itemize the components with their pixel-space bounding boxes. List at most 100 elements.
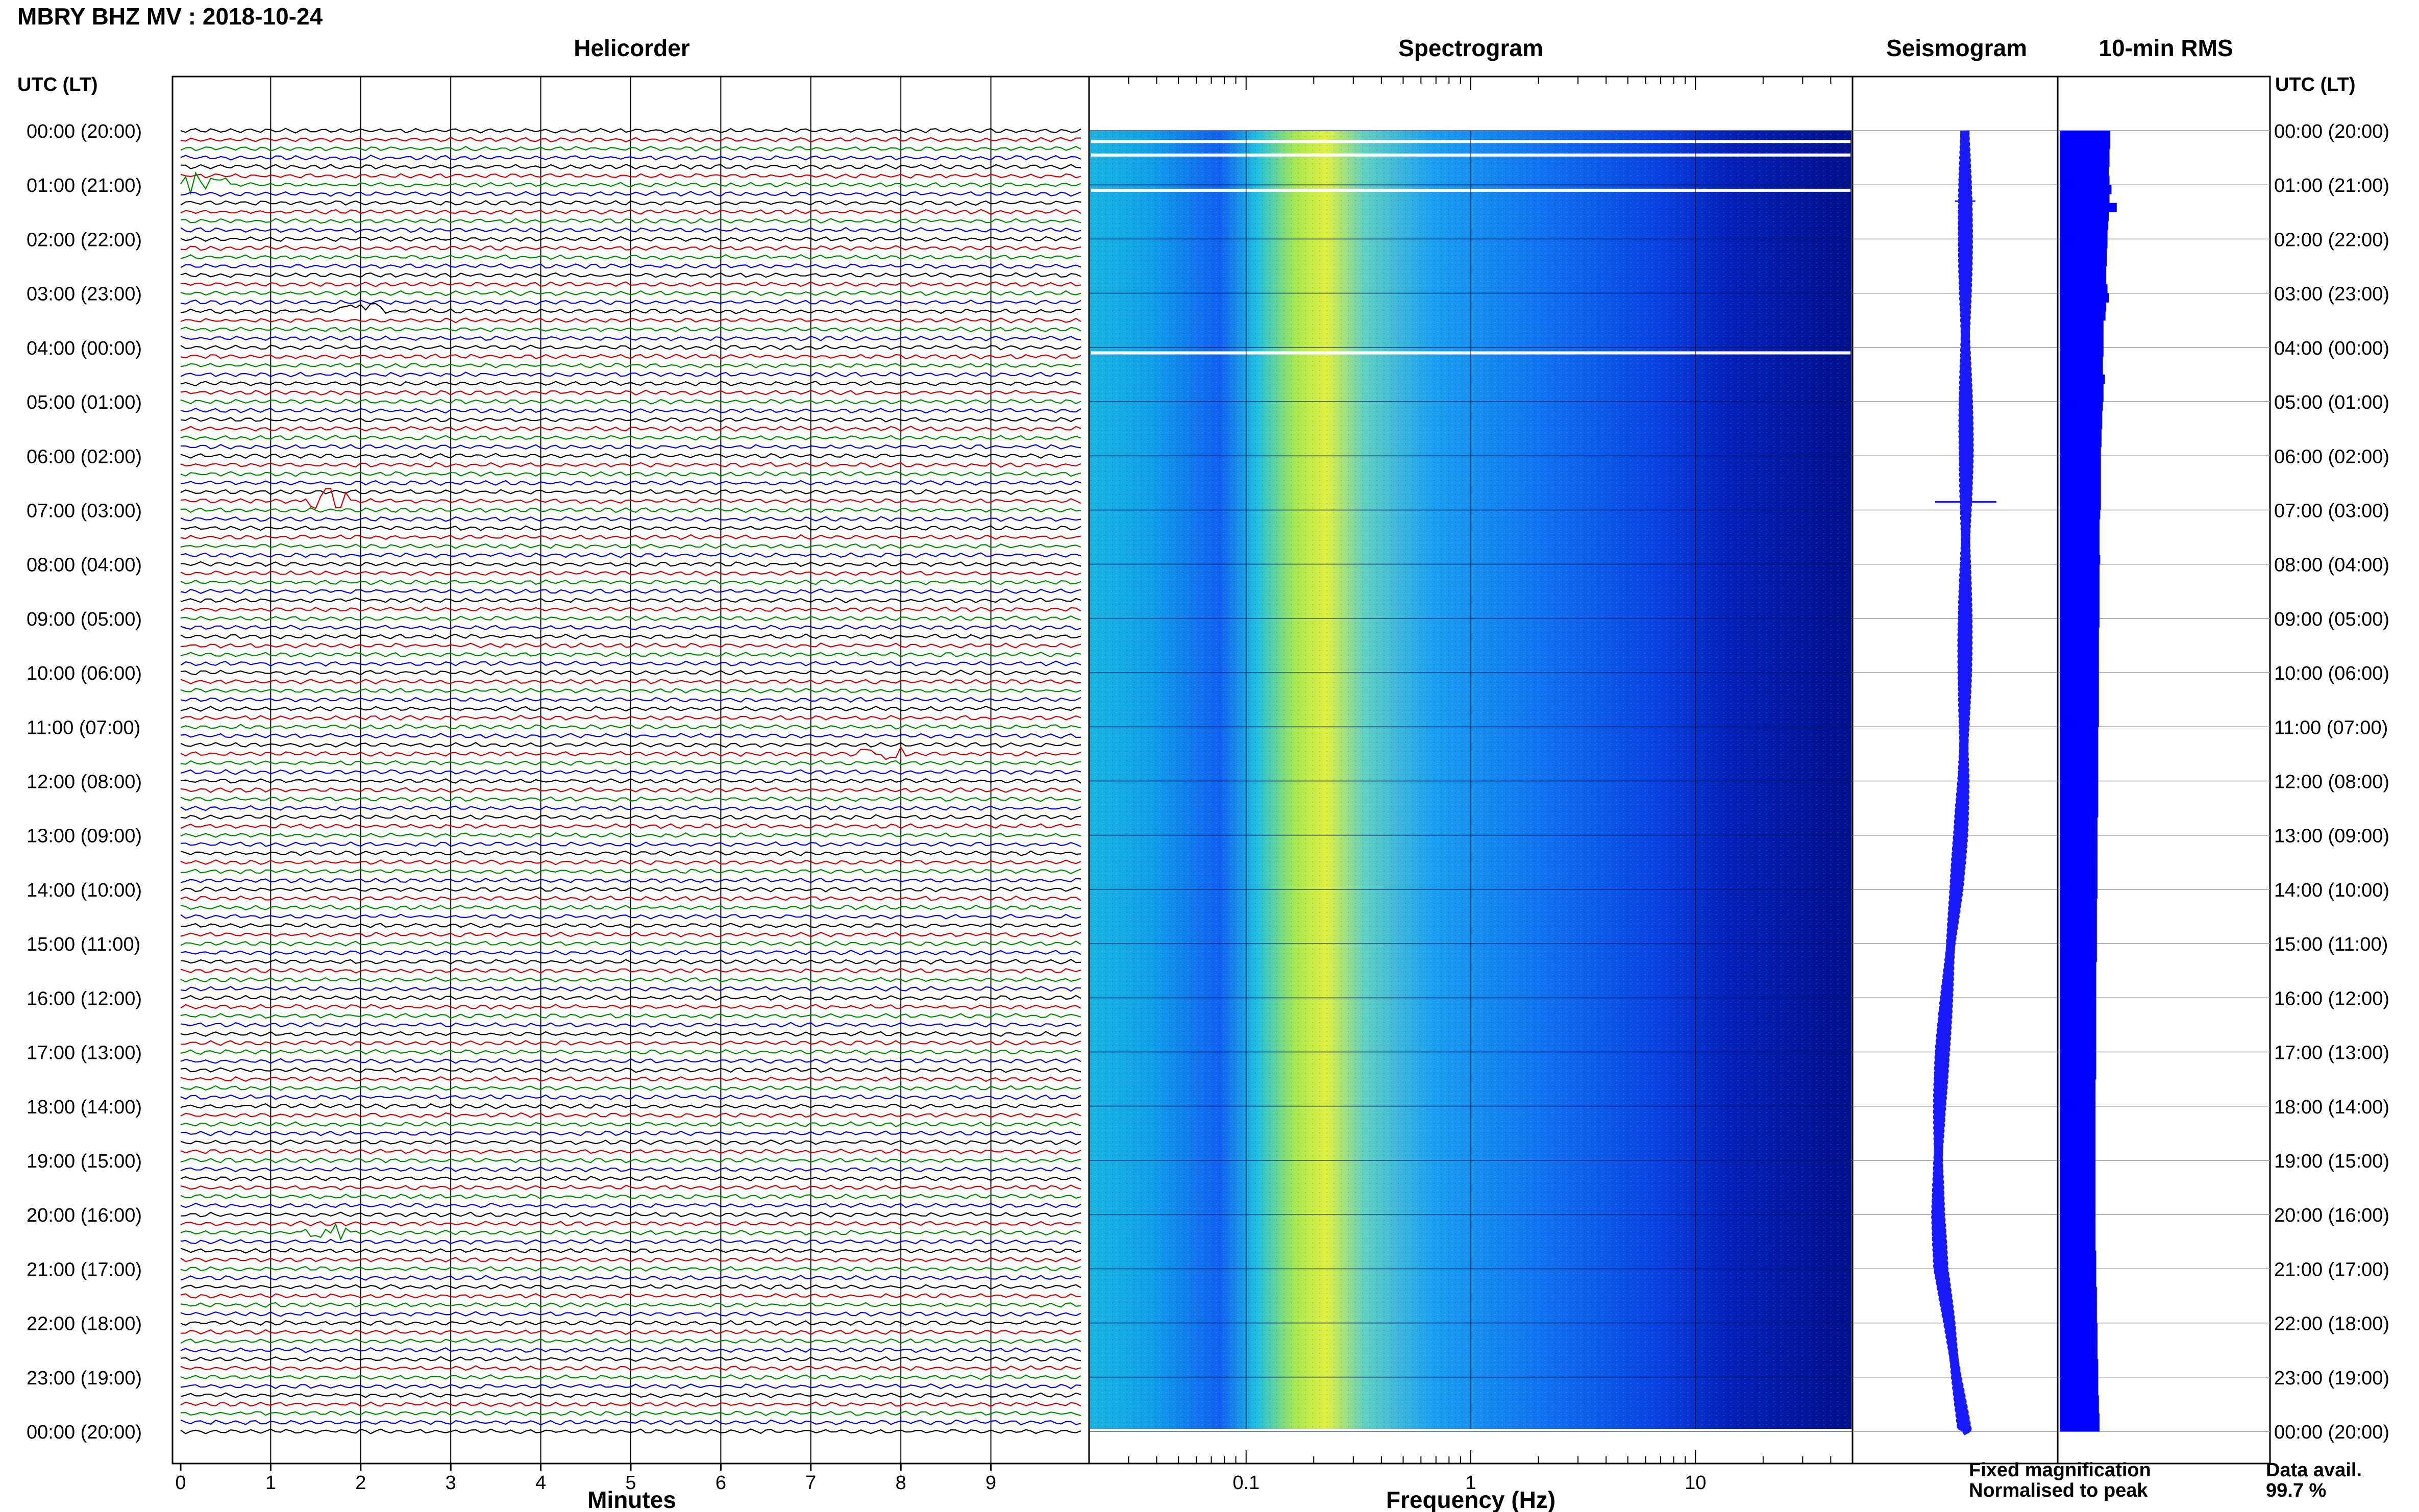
helicorder-trace <box>180 426 1081 432</box>
helicorder-trace <box>180 1221 1081 1227</box>
rms-bar <box>2060 1133 2096 1143</box>
rms-bar <box>2060 645 2099 655</box>
helicorder-trace <box>180 362 1081 369</box>
rms-bar <box>2060 1223 2096 1233</box>
helicorder-trace <box>180 453 1081 459</box>
rms-bar <box>2060 1296 2097 1305</box>
spectrogram-x-tick-label: 1 <box>1465 1472 1476 1494</box>
helicorder-trace <box>180 1329 1081 1335</box>
rms-bar <box>2060 1178 2096 1188</box>
helicorder-trace <box>180 931 1081 937</box>
rms-bar <box>2060 212 2109 221</box>
rms-bar <box>2060 437 2102 448</box>
rms-bar <box>2060 1386 2099 1396</box>
rms-bar <box>2060 1278 2096 1287</box>
rms-bar <box>2060 988 2096 998</box>
rms-bar <box>2060 1269 2096 1278</box>
row-label-left: 01:00 (21:00) <box>27 175 142 196</box>
rms-bar <box>2060 1106 2096 1116</box>
row-label-left: 07:00 (03:00) <box>27 500 142 522</box>
rms-bar <box>2060 320 2104 330</box>
helicorder-trace <box>180 470 1081 477</box>
rms-bar <box>2060 898 2097 908</box>
helicorder-trace <box>180 488 1081 509</box>
helicorder-trace <box>180 543 1081 550</box>
helicorder-trace <box>180 697 1081 703</box>
rms-bar <box>2060 618 2100 628</box>
helicorder-trace <box>180 1256 1081 1263</box>
rms-bar <box>2060 193 2110 204</box>
helicorder-trace <box>180 462 1081 468</box>
helicorder-trace <box>180 407 1081 414</box>
helicorder-trace <box>180 850 1081 856</box>
helicorder-trace <box>180 1166 1081 1173</box>
helicorder-trace <box>180 670 1081 676</box>
helicorder-trace <box>180 480 1081 486</box>
helicorder-trace <box>180 173 1081 179</box>
row-label-right: 17:00 (13:00) <box>2274 1043 2389 1064</box>
row-label-left: 16:00 (12:00) <box>27 988 142 1009</box>
row-label-left: 19:00 (15:00) <box>27 1151 142 1172</box>
helicorder-trace <box>180 741 1081 748</box>
helicorder-trace <box>180 977 1081 983</box>
row-label-right: 20:00 (16:00) <box>2274 1205 2389 1226</box>
helicorder-trace <box>180 814 1081 821</box>
rms-bar <box>2060 1305 2097 1315</box>
rms-bar <box>2060 1377 2099 1386</box>
rms-bar <box>2060 916 2097 926</box>
rms-bar <box>2060 139 2110 149</box>
row-label-right: 04:00 (00:00) <box>2274 338 2389 359</box>
rms-bar <box>2060 1151 2096 1161</box>
rms-bar <box>2060 419 2103 429</box>
rms-bar <box>2060 546 2100 556</box>
helicorder-trace <box>180 1067 1081 1073</box>
rms-bar <box>2060 636 2099 646</box>
helicorder-trace <box>180 227 1081 233</box>
rms-bar <box>2060 745 2099 754</box>
helicorder-trace <box>180 171 1081 195</box>
rms-bar <box>2060 1169 2096 1179</box>
helicorder-trace <box>180 1202 1081 1209</box>
row-label-right: 11:00 (07:00) <box>2274 717 2388 738</box>
helicorder-trace <box>180 1365 1081 1371</box>
helicorder-trace <box>180 218 1081 224</box>
helicorder-x-tick-label: 5 <box>625 1472 636 1494</box>
helicorder-trace <box>180 1374 1081 1380</box>
rms-bar <box>2060 826 2098 836</box>
helicorder-x-tick-label: 9 <box>985 1472 996 1494</box>
rms-bar <box>2060 374 2105 384</box>
rms-bar <box>2060 537 2100 547</box>
rms-bar <box>2060 1070 2096 1080</box>
rms-bar <box>2060 1142 2096 1152</box>
rms-bar <box>2060 609 2100 619</box>
rms-bar <box>2060 1025 2096 1034</box>
helicorder-trace <box>180 1266 1081 1272</box>
rms-bar <box>2060 1196 2096 1206</box>
helicorder-trace <box>180 326 1081 333</box>
rms-bar <box>2060 1395 2099 1405</box>
data-availability-value: 99.7 % <box>2266 1480 2326 1501</box>
helicorder-trace <box>180 787 1081 794</box>
helicorder-trace <box>180 985 1081 992</box>
legend-fixed-magnification: Fixed magnification <box>1969 1459 2151 1481</box>
rms-bar <box>2060 1341 2098 1351</box>
rms-bar <box>2060 591 2100 601</box>
rms-bar <box>2060 311 2106 321</box>
helicorder-trace <box>180 1175 1081 1182</box>
row-label-left: 20:00 (16:00) <box>27 1205 142 1226</box>
row-labels-left: 00:00 (20:00) 01:00 (21:00) 02:00 (22:00) 0… <box>27 121 142 1443</box>
helicorder-trace <box>180 877 1081 883</box>
helicorder-trace <box>180 263 1081 269</box>
helicorder-trace <box>180 1022 1081 1028</box>
helicorder-trace <box>180 1040 1081 1046</box>
helicorder-trace <box>180 1320 1081 1326</box>
row-label-left: 00:00 (20:00) <box>27 1422 142 1443</box>
helicorder-trace <box>180 1157 1081 1163</box>
row-label-right: 16:00 (12:00) <box>2274 988 2389 1009</box>
rms-bar <box>2060 1286 2097 1296</box>
rms-bar <box>2060 1007 2096 1017</box>
rms-bar <box>2060 979 2096 989</box>
rms-bar <box>2060 654 2099 664</box>
rms-title: 10-min RMS <box>2099 35 2233 61</box>
rms-bar <box>2060 799 2099 809</box>
